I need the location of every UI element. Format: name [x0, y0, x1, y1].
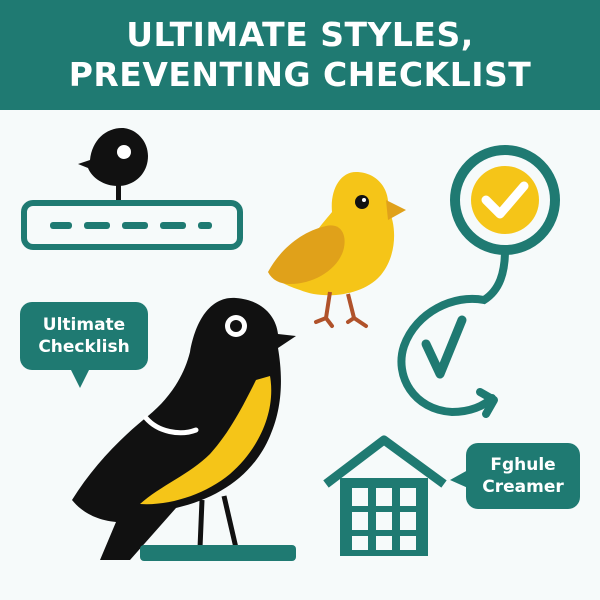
left-bubble-tail: [70, 368, 90, 388]
yellow-bird-icon: [268, 172, 406, 328]
speech-bubble-right-line-1: Fghule: [490, 455, 556, 475]
title-banner: ULTIMATE STYLES, PREVENTING CHECKLIST: [0, 0, 600, 110]
right-bubble-tail: [450, 470, 468, 488]
title-line-2: PREVENTING CHECKLIST: [68, 55, 532, 94]
speech-bubble-left-line-2: Checklish: [38, 337, 130, 357]
speech-bubble-left: Ultimate Checklish: [20, 302, 148, 370]
checkmark-circle-icon: [450, 145, 560, 255]
title-line-1: ULTIMATE STYLES,: [126, 15, 474, 54]
black-bird-icon: [72, 297, 296, 561]
bird-on-bar-icon: [21, 128, 243, 250]
speech-bubble-right: Fghule Creamer: [466, 443, 580, 509]
birdhouse-icon: [323, 435, 447, 556]
speech-bubble-right-line-2: Creamer: [482, 477, 564, 497]
speech-bubble-left-line-1: Ultimate: [42, 315, 126, 335]
circular-arrow-icon: [397, 246, 509, 418]
